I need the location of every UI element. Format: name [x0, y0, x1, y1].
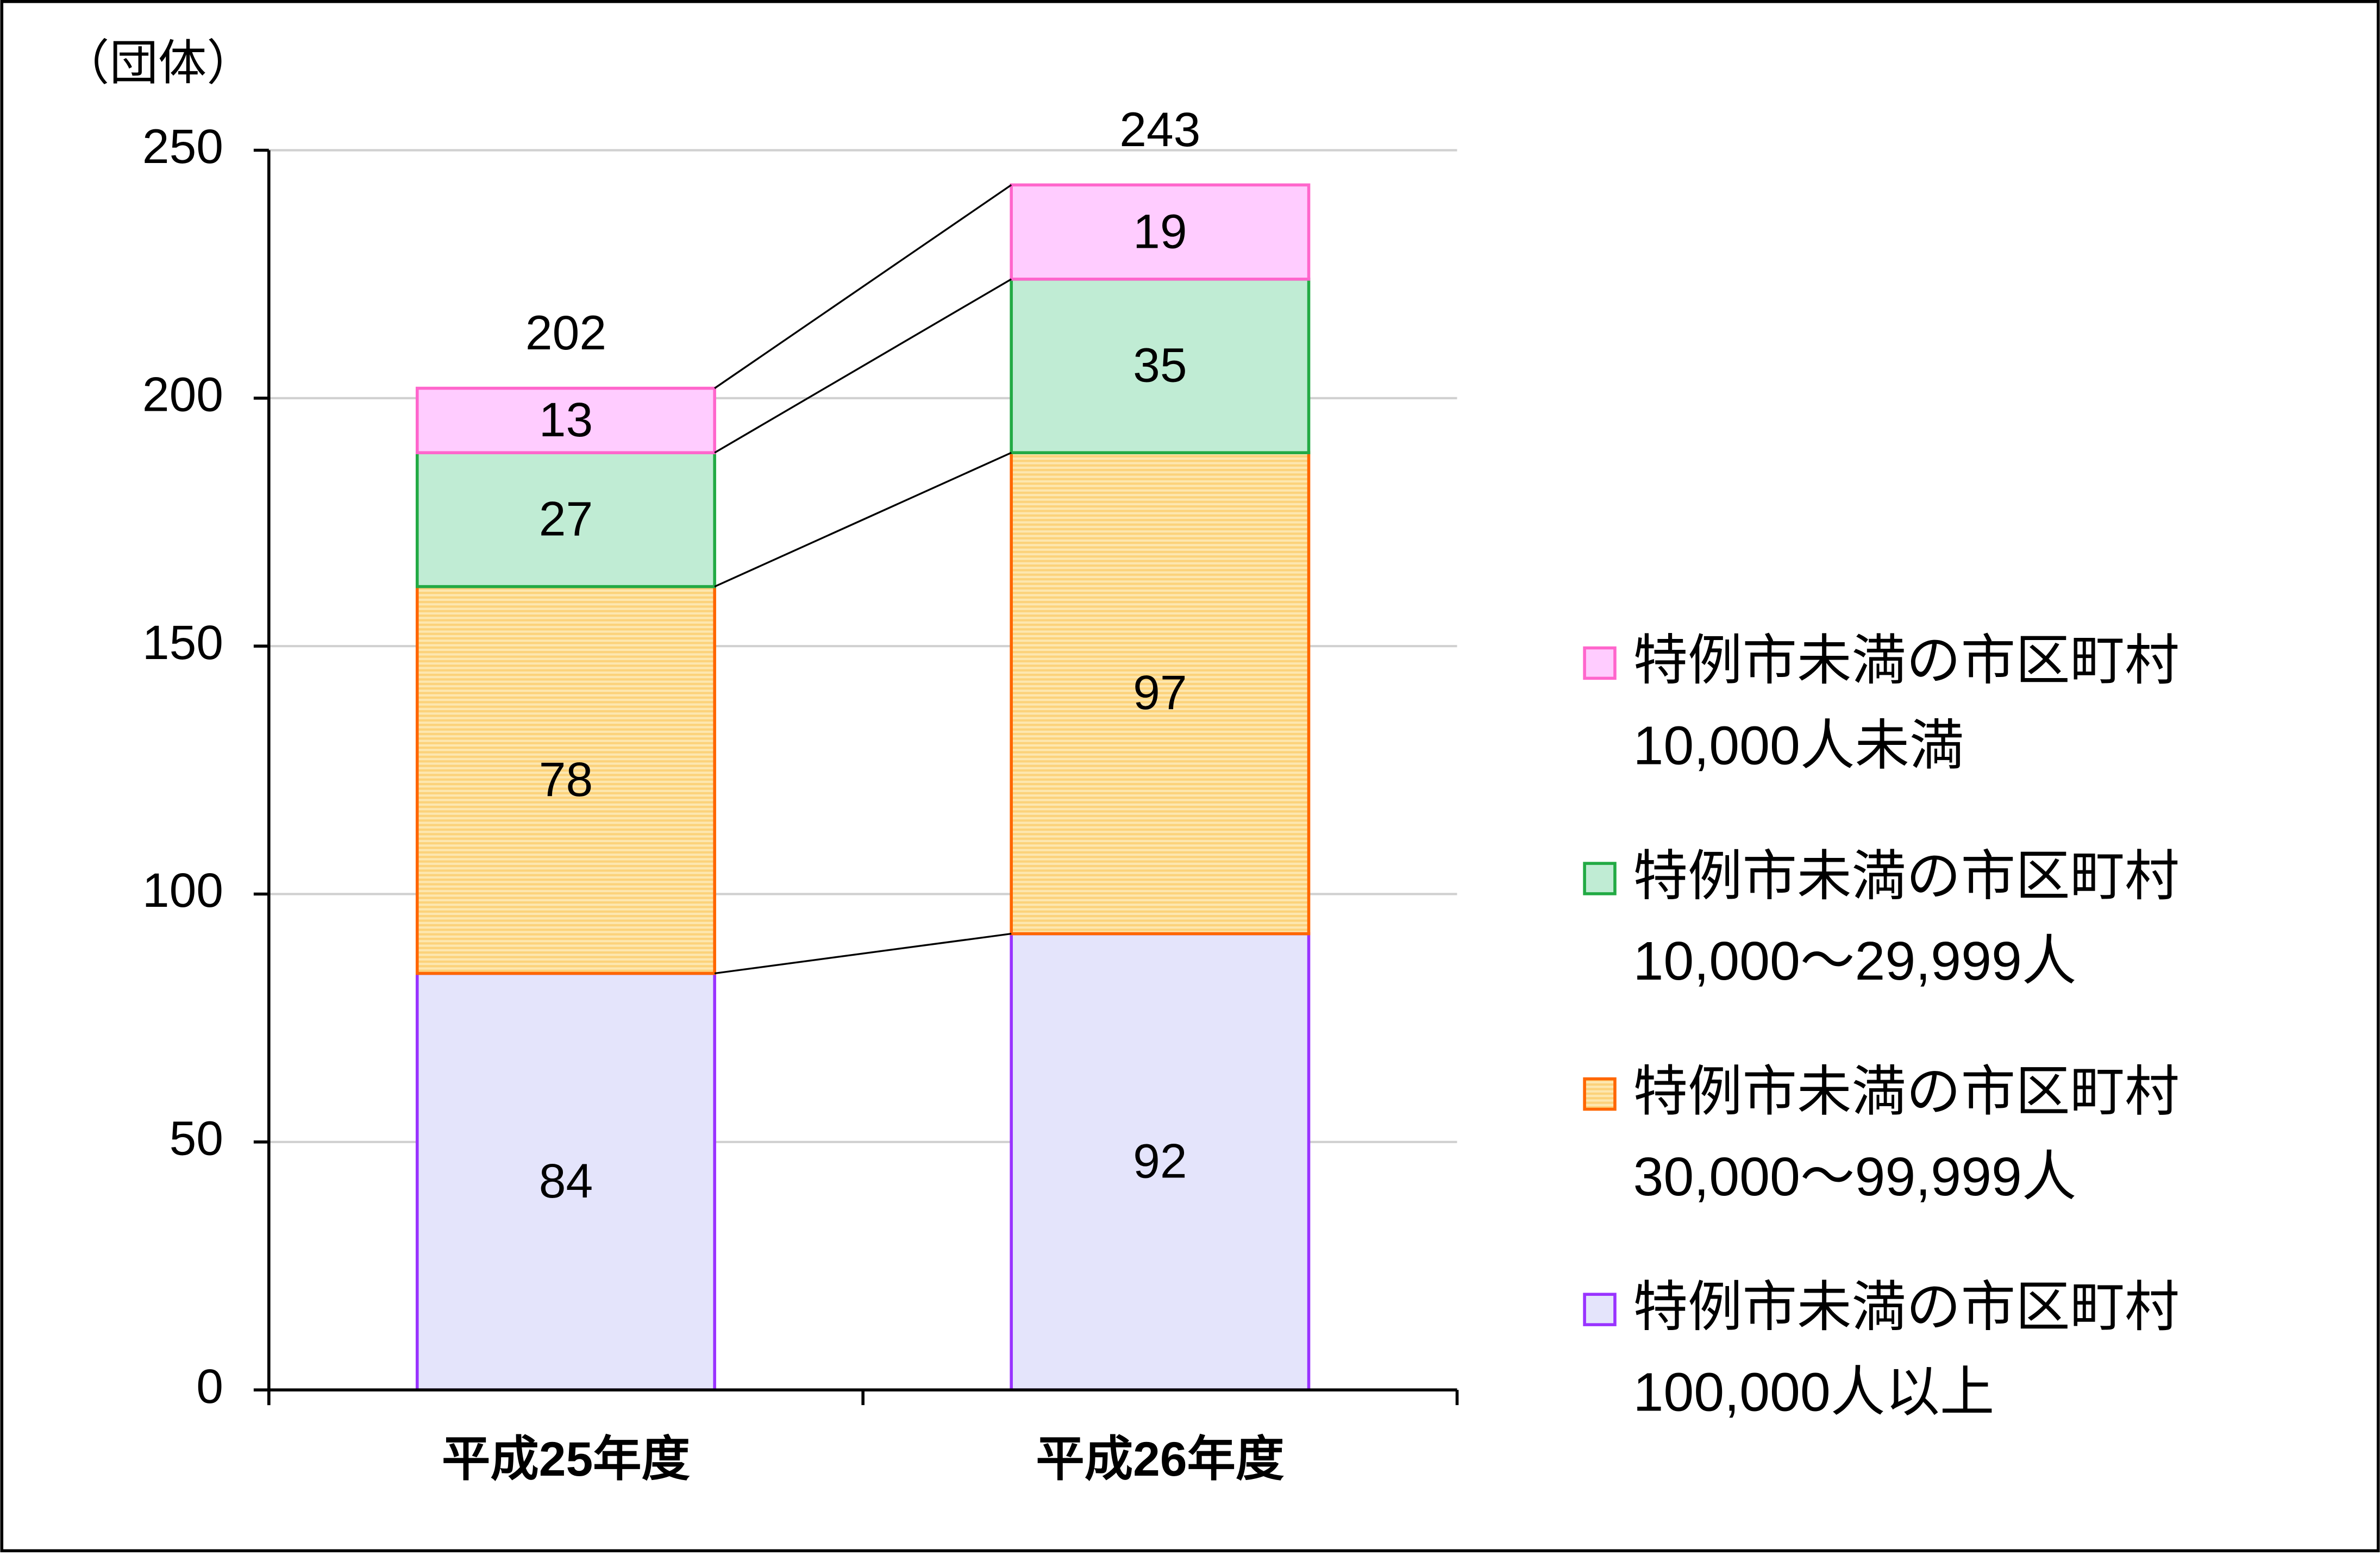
y-axis-label: （団体）	[61, 35, 255, 90]
y-tick-label: 200	[142, 367, 223, 421]
legend-swatch	[1583, 646, 1617, 680]
y-tick-label: 100	[142, 863, 223, 917]
value-label: 92	[1133, 1134, 1187, 1188]
bar-segment	[415, 386, 716, 455]
bar-segment	[1010, 277, 1311, 455]
y-tick-label: 50	[170, 1111, 223, 1165]
bar-segment	[415, 451, 716, 588]
connector-line	[714, 278, 1012, 454]
connector-line	[714, 932, 1012, 975]
value-label: 35	[1133, 338, 1187, 392]
legend-label-line: 10,000～29,999人	[1633, 931, 2076, 992]
legend-label-line: 10,000人未満	[1633, 715, 1964, 776]
value-label: 13	[539, 392, 593, 447]
connector-line	[714, 452, 1012, 588]
legend-label: 特例市未満の市区町村 10,000人未満	[1633, 630, 2179, 776]
value-label: 19	[1133, 204, 1187, 258]
y-tick-label: 250	[142, 119, 223, 173]
connectors	[714, 184, 1012, 975]
bar-segment	[415, 971, 716, 1391]
connector-line	[714, 184, 1012, 389]
y-tick-label: 0	[196, 1359, 223, 1413]
legend-swatch	[1583, 1293, 1617, 1326]
legend-swatch	[1583, 862, 1617, 895]
legend-label-line: 30,000～99,999人	[1633, 1146, 2076, 1207]
value-label: 78	[539, 752, 593, 806]
value-label: 97	[1133, 665, 1187, 719]
legend-label: 特例市未満の市区町村 10,000～29,999人	[1633, 845, 2179, 991]
x-tick-label: 平成26年度	[1036, 1432, 1284, 1486]
value-label: 27	[539, 492, 593, 546]
x-tick-label: 平成25年度	[442, 1432, 690, 1486]
legend-label: 特例市未満の市区町村 30,000～99,999人	[1633, 1061, 2179, 1207]
legend-label-line: 特例市未満の市区町村	[1633, 1277, 2179, 1338]
total-label: 243	[1119, 102, 1200, 156]
total-label: 202	[525, 305, 606, 360]
legend-label-line: 100,000人以上	[1633, 1362, 1994, 1422]
legend: 特例市未満の市区町村 100,000人以上 特例市未満の市区町村 30,000～99,…	[1583, 630, 2179, 1422]
bars	[415, 183, 1311, 1391]
legend-label-line: 特例市未満の市区町村	[1633, 630, 2179, 691]
legend-label: 特例市未満の市区町村 100,000人以上	[1633, 1277, 2179, 1422]
bar-segment	[1010, 183, 1311, 281]
legend-swatch	[1583, 1077, 1617, 1111]
bar-segment	[1010, 932, 1311, 1391]
legend-label-line: 特例市未満の市区町村	[1633, 1061, 2179, 1122]
value-label: 84	[539, 1153, 593, 1208]
y-tick-label: 150	[142, 615, 223, 669]
bar-segment	[415, 585, 716, 975]
legend-label-line: 特例市未満の市区町村	[1633, 845, 2179, 906]
bar-segment	[1010, 451, 1311, 936]
